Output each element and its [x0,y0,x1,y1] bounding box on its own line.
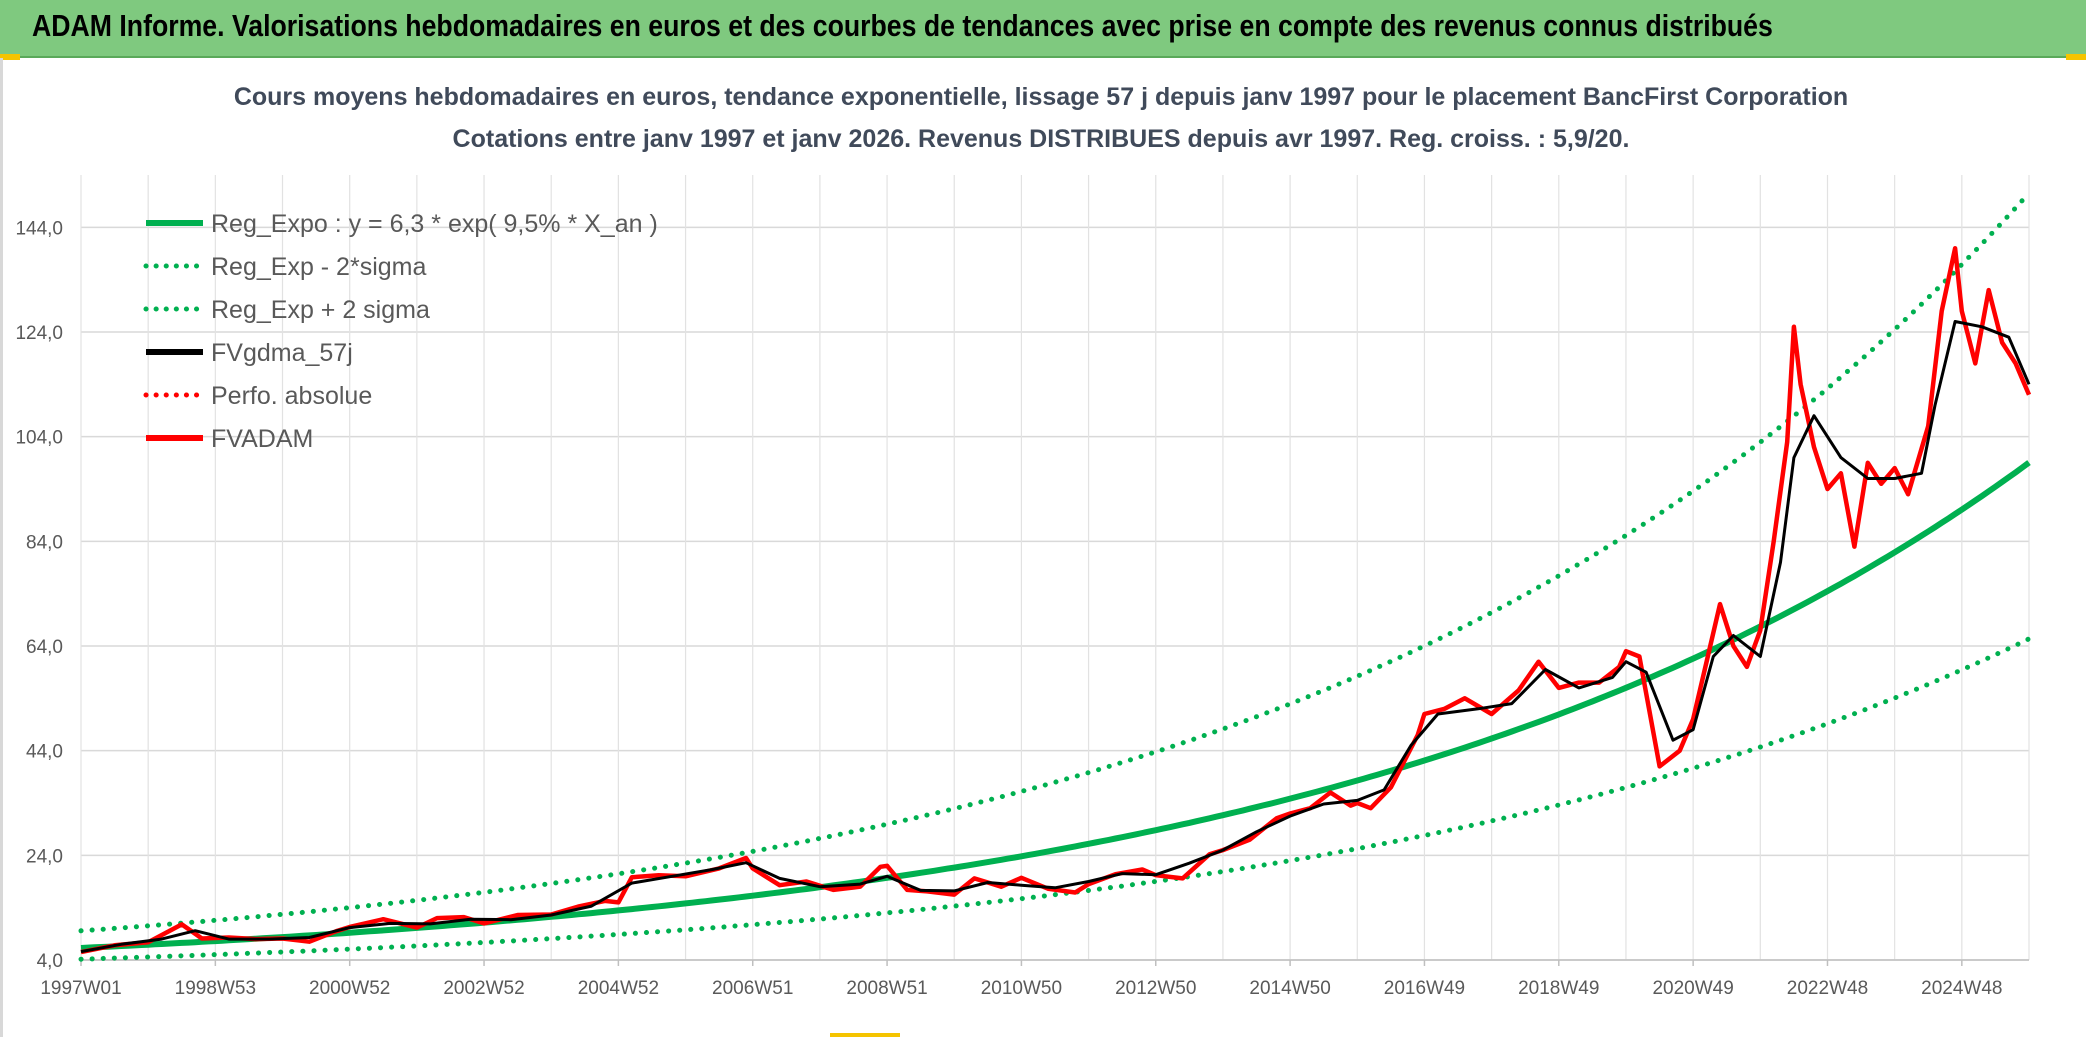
legend-label: FVgdma_57j [211,339,353,367]
report-header: ADAM Informe. Valorisations hebdomadaire… [0,0,2086,58]
chart-grid [80,175,2030,961]
legend-label: Reg_Expo : y = 6,3 * exp( 9,5% * X_an ) [211,210,658,238]
legend-item: Perfo. absolue [143,382,372,410]
report-title: ADAM Informe. Valorisations hebdomadaire… [32,8,1773,43]
chart-title-line2: Cotations entre janv 1997 et janv 2026. … [453,125,1630,153]
x-tick-label: 2000W52 [309,978,390,999]
reg-expo-line [80,460,2031,951]
legend-label: Reg_Exp + 2 sigma [211,296,430,324]
x-tick-label: 1997W01 [40,978,121,999]
legend-item: FVgdma_57j [146,339,353,367]
chart-axes: 4,0 24,0 44,0 64,0 84,0 104,0 124,0 144,0 1997W0… [15,218,2029,999]
y-tick-label: 24,0 [26,846,63,867]
y-tick-label: 44,0 [26,742,63,763]
x-tick-label: 2014W50 [1249,978,1330,999]
legend-label: Perfo. absolue [211,382,372,410]
x-tick-label: 2018W49 [1518,978,1599,999]
corner-accent-left [0,54,20,60]
legend-label: Reg_Exp - 2*sigma [211,253,426,281]
x-tick-label: 1998W53 [175,978,256,999]
chart-title-line1: Cours moyens hebdomadaires en euros, ten… [234,83,1848,111]
chart-frame: Cours moyens hebdomadaires en euros, ten… [0,58,2086,1037]
reg-exp-plus-2sigma-line [78,190,2032,934]
chart-lines [78,190,2032,962]
line-chart: Cours moyens hebdomadaires en euros, ten… [15,83,2032,999]
x-tick-label: 2010W50 [981,978,1062,999]
corner-accent-right [2066,54,2086,60]
x-tick-label: 2008W51 [846,978,927,999]
x-tick-label: 2006W51 [712,978,793,999]
legend-item: Reg_Exp + 2 sigma [143,296,430,324]
y-tick-label: 104,0 [15,428,63,449]
y-tick-label: 144,0 [15,218,63,239]
reg-exp-minus-2sigma-line [78,636,2032,962]
chart-legend: Reg_Expo : y = 6,3 * exp( 9,5% * X_an ) R… [143,210,658,453]
x-tick-label: 2022W48 [1787,978,1868,999]
y-tick-label: 4,0 [37,951,63,972]
fvgdma-57j-line [80,320,2031,954]
legend-item: FVADAM [146,425,313,453]
y-tick-label: 84,0 [26,532,63,553]
x-tick-label: 2016W49 [1384,978,1465,999]
legend-item: Reg_Exp - 2*sigma [143,253,426,281]
x-tick-label: 2012W50 [1115,978,1196,999]
bottom-accent [830,1033,900,1037]
legend-item: Reg_Expo : y = 6,3 * exp( 9,5% * X_an ) [146,210,658,238]
y-tick-label: 64,0 [26,637,63,658]
x-tick-label: 2002W52 [443,978,524,999]
y-tick-label: 124,0 [15,323,63,344]
fvadam-line [80,246,2032,955]
legend-label: FVADAM [211,425,313,453]
x-tick-label: 2020W49 [1652,978,1733,999]
x-tick-label: 2004W52 [578,978,659,999]
x-tick-label: 2024W48 [1921,978,2002,999]
